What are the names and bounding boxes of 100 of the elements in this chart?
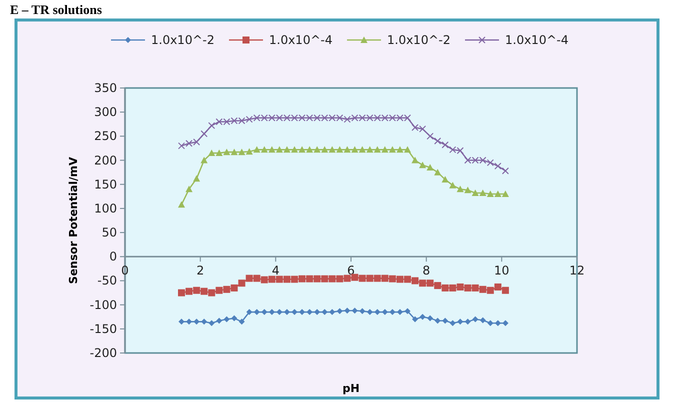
point bbox=[381, 146, 388, 153]
point bbox=[374, 146, 381, 153]
point bbox=[178, 201, 185, 208]
y-tick-label: 50 bbox=[102, 226, 117, 240]
point bbox=[216, 318, 222, 324]
point bbox=[328, 275, 336, 282]
point bbox=[464, 318, 471, 325]
point bbox=[404, 276, 411, 283]
point bbox=[434, 138, 442, 144]
point bbox=[487, 320, 494, 326]
point bbox=[276, 146, 283, 153]
legend-label: 1.0x10^-4 bbox=[269, 33, 332, 47]
point bbox=[358, 146, 366, 153]
point bbox=[457, 318, 464, 325]
chart-title: E – TR solutions bbox=[10, 2, 102, 17]
point bbox=[472, 316, 478, 322]
point bbox=[223, 286, 230, 293]
point bbox=[426, 132, 434, 140]
point bbox=[426, 280, 434, 287]
point bbox=[472, 190, 479, 196]
point bbox=[449, 284, 456, 292]
y-tick-label: 0 bbox=[109, 250, 117, 264]
y-tick-label: 300 bbox=[94, 105, 117, 120]
point bbox=[230, 148, 238, 156]
point bbox=[351, 146, 358, 153]
point bbox=[434, 168, 442, 176]
y-axis-title: Sensor Potential/mV bbox=[67, 156, 80, 284]
point bbox=[306, 275, 314, 282]
point bbox=[502, 320, 508, 326]
point bbox=[456, 283, 464, 290]
point bbox=[456, 186, 464, 192]
point bbox=[479, 286, 486, 293]
x-tick-label: 10 bbox=[494, 264, 510, 278]
point bbox=[224, 316, 230, 322]
point bbox=[238, 148, 246, 156]
point bbox=[223, 148, 230, 156]
point bbox=[396, 276, 404, 283]
point bbox=[434, 282, 442, 290]
point bbox=[254, 309, 260, 316]
point bbox=[216, 150, 223, 156]
point bbox=[291, 276, 298, 283]
point bbox=[193, 175, 200, 182]
point bbox=[434, 318, 441, 324]
point bbox=[502, 167, 509, 174]
point bbox=[494, 162, 502, 170]
point bbox=[494, 283, 502, 290]
point bbox=[201, 318, 208, 325]
point bbox=[253, 274, 260, 282]
point bbox=[381, 274, 388, 282]
point bbox=[314, 146, 321, 153]
point bbox=[502, 286, 509, 294]
point bbox=[426, 164, 434, 170]
legend-label: 1.0x10^-2 bbox=[151, 33, 214, 47]
y-tick-label: -200 bbox=[90, 346, 117, 360]
point bbox=[396, 146, 404, 153]
point bbox=[276, 276, 283, 283]
point bbox=[486, 286, 494, 294]
point bbox=[246, 148, 253, 155]
x-tick-label: 6 bbox=[347, 264, 355, 278]
point bbox=[419, 280, 426, 287]
y-tick-label: -150 bbox=[90, 322, 117, 336]
y-tick-label: 200 bbox=[94, 153, 117, 168]
point bbox=[306, 146, 314, 153]
point bbox=[200, 288, 208, 295]
point bbox=[246, 274, 253, 282]
y-tick-label: 150 bbox=[94, 177, 117, 192]
point bbox=[420, 314, 426, 320]
y-tick-label: 350 bbox=[94, 81, 117, 95]
point bbox=[359, 308, 366, 314]
point bbox=[427, 315, 434, 322]
point bbox=[216, 286, 223, 294]
point bbox=[178, 289, 185, 296]
point bbox=[230, 284, 238, 292]
point bbox=[336, 275, 344, 282]
point bbox=[494, 190, 502, 197]
point bbox=[208, 122, 216, 130]
legend-label: 1.0x10^-4 bbox=[505, 33, 568, 47]
x-tick-label: 0 bbox=[121, 264, 129, 278]
point bbox=[344, 308, 350, 314]
point bbox=[472, 284, 479, 292]
point bbox=[291, 146, 298, 153]
point bbox=[450, 320, 456, 326]
point bbox=[388, 146, 396, 153]
point bbox=[208, 320, 215, 326]
point bbox=[292, 309, 298, 316]
point bbox=[238, 280, 246, 287]
point bbox=[412, 316, 418, 322]
point bbox=[336, 308, 343, 314]
point bbox=[321, 146, 328, 153]
x-axis-title: pH bbox=[342, 382, 360, 395]
point bbox=[268, 146, 276, 153]
x-tick-label: 2 bbox=[196, 264, 204, 278]
point bbox=[208, 150, 216, 156]
point bbox=[298, 275, 306, 282]
point bbox=[404, 308, 410, 314]
point bbox=[314, 275, 321, 282]
point bbox=[260, 276, 268, 284]
y-tick-label: 250 bbox=[94, 129, 117, 144]
point bbox=[352, 308, 358, 314]
point bbox=[268, 276, 276, 283]
